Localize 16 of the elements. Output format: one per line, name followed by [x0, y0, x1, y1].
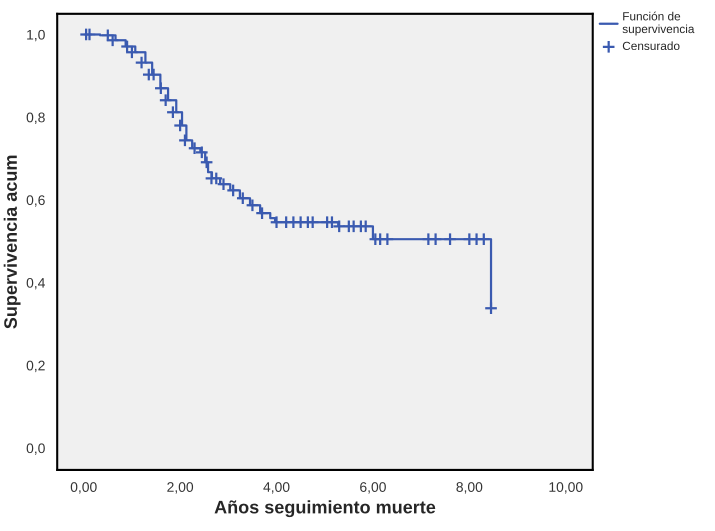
y-tick-label: 0,0 — [26, 443, 45, 455]
y-tick-label: 0,2 — [26, 360, 45, 372]
y-tick-label: 0,8 — [26, 112, 45, 124]
x-tick-label: 6,00 — [360, 482, 386, 494]
x-axis-title: Años seguimiento muerte — [214, 500, 436, 518]
x-tick-label: 2,00 — [167, 482, 194, 494]
x-tick-label: 8,00 — [456, 482, 482, 494]
x-tick-label: 0,00 — [70, 482, 97, 494]
legend-label: Censurado — [622, 41, 680, 50]
legend-label: Función de supervivencia — [622, 12, 694, 36]
y-axis-title: Supervivencia acum — [4, 156, 21, 329]
y-tick-label: 0,4 — [26, 278, 45, 290]
y-tick-label: 1,0 — [27, 30, 45, 42]
x-tick-label: 10,00 — [549, 482, 583, 494]
y-tick-label: 0,6 — [26, 195, 45, 207]
x-tick-label: 4,00 — [263, 482, 290, 494]
